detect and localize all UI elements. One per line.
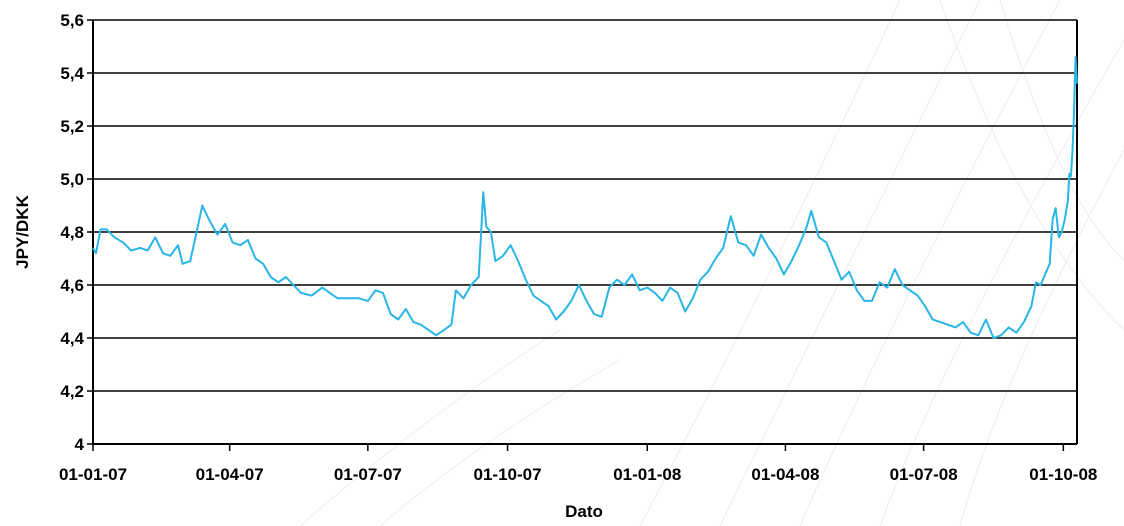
horizontal-gridlines — [87, 19, 1077, 445]
x-tick-label: 01-01-07 — [59, 465, 127, 484]
y-tick-label: 5,6 — [60, 11, 84, 30]
x-tick-label: 01-01-08 — [613, 465, 681, 484]
x-tick-label: 01-07-07 — [334, 465, 402, 484]
x-axis-title: Dato — [565, 502, 603, 521]
y-axis-title: JPY/DKK — [13, 194, 32, 268]
background-watermark — [299, 0, 1124, 526]
axes — [92, 20, 1078, 451]
y-tick-label: 5,0 — [60, 170, 84, 189]
y-tick-label: 4,6 — [60, 276, 84, 295]
x-tick-label: 01-10-08 — [1029, 465, 1097, 484]
x-tick-label: 01-10-07 — [474, 465, 542, 484]
series-line-jpy-dkk — [92, 56, 1078, 339]
y-tick-label: 5,4 — [60, 64, 84, 83]
x-tick-labels: 01-01-07 01-04-07 01-07-07 01-10-07 01-01-08… — [59, 465, 1097, 484]
y-tick-label: 4,2 — [60, 382, 84, 401]
x-tick-label: 01-04-08 — [751, 465, 819, 484]
x-tick-label: 01-07-08 — [890, 465, 958, 484]
y-tick-label: 4 — [75, 435, 85, 454]
y-tick-labels: 4 4,2 4,4 4,6 4,8 5,0 5,2 5,4 5,6 — [60, 11, 84, 454]
x-tick-label: 01-04-07 — [196, 465, 264, 484]
y-tick-label: 4,8 — [60, 223, 84, 242]
y-tick-label: 4,4 — [60, 329, 84, 348]
y-tick-label: 5,2 — [60, 117, 84, 136]
